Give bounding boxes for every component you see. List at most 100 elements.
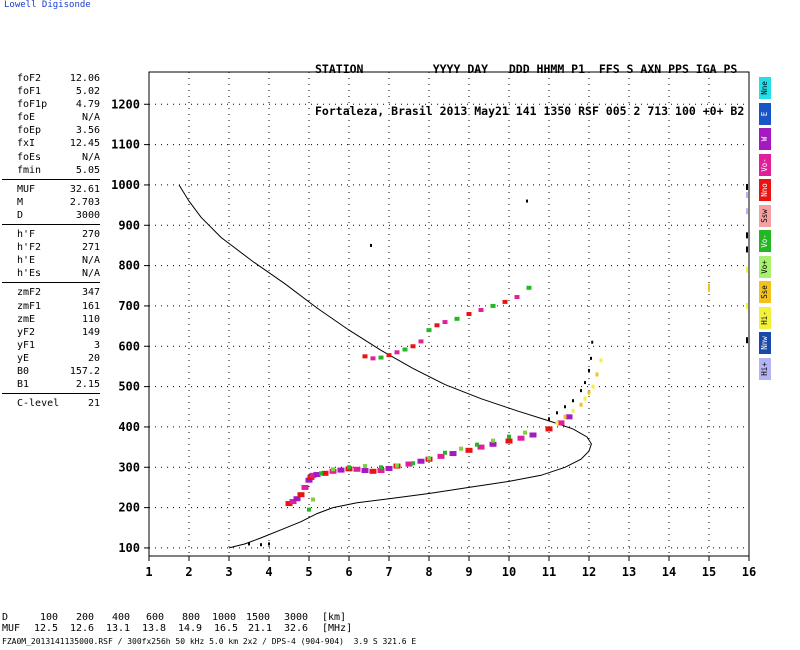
extraordinary-echo-point	[555, 420, 559, 425]
param-row: foF1 5.02	[2, 85, 100, 98]
distance-value: 1500	[246, 612, 271, 623]
muf-unit: [MHz]	[322, 623, 353, 634]
param-value: 2.703	[69, 196, 100, 208]
x-tick-label: 10	[502, 565, 516, 579]
x-tick-label: 7	[385, 565, 392, 579]
plot-frame	[148, 71, 750, 557]
multihop-echo-point	[442, 320, 448, 325]
ordinary-echo-green-point	[331, 467, 335, 472]
legend-swatch: Hi+	[759, 358, 771, 381]
param-row: h'Es N/A	[2, 267, 100, 280]
param-value: N/A	[81, 255, 100, 267]
x-tick-label: 8	[425, 565, 432, 579]
multihop-echo-point	[378, 355, 384, 360]
param-name: B1	[17, 379, 30, 391]
param-row: zmE 110	[2, 313, 100, 326]
edge-echo-mark	[708, 283, 710, 292]
ordinary-echo-green-point	[459, 446, 463, 451]
param-name: zmF1	[17, 300, 42, 312]
param-name: yF2	[17, 326, 36, 338]
multihop-echo-point	[454, 316, 460, 321]
y-tick-label: 600	[118, 339, 140, 353]
param-row: yF2 149	[2, 326, 100, 339]
legend-swatch: Vo-	[759, 230, 771, 253]
echo-dot	[248, 542, 250, 546]
param-name: h'F	[17, 229, 36, 241]
multihop-echo-point	[434, 323, 440, 328]
multihop-echo-point	[526, 285, 532, 290]
distance-value: 800	[182, 612, 201, 623]
legend-swatch: Nno	[759, 179, 771, 202]
header-values: Fortaleza, Brasil 2013 May21 141 1350 RS…	[315, 104, 745, 118]
ordinary-echo-green-point	[427, 456, 431, 461]
ordinary-echo-point	[321, 470, 329, 476]
param-value: 12.45	[69, 138, 100, 150]
x-tick-label: 15	[702, 565, 716, 579]
legend-swatch: Sse	[759, 281, 771, 304]
edge-echo-mark	[746, 302, 748, 309]
ordinary-echo-point	[353, 466, 361, 472]
echo-dot	[548, 417, 550, 421]
y-tick-label: 400	[118, 420, 140, 434]
multihop-echo-point	[426, 328, 432, 333]
x-tick-label: 13	[622, 565, 636, 579]
ordinary-echo-green-point	[347, 465, 351, 470]
edge-echo-mark	[746, 183, 748, 190]
y-tick-label: 300	[118, 460, 140, 474]
param-row: zmF1 161	[2, 300, 100, 313]
param-value: 3.56	[75, 125, 100, 137]
param-value: 5.05	[75, 164, 100, 176]
ordinary-echo-point	[337, 467, 345, 473]
param-name: foF1	[17, 86, 42, 98]
param-value: 271	[81, 242, 100, 254]
param-name: foEp	[17, 125, 42, 137]
muf-value: 16.5	[214, 623, 239, 634]
legend-label: Vo-	[760, 157, 769, 172]
ordinary-echo-point	[329, 468, 337, 474]
ordinary-echo-point	[305, 477, 313, 483]
echo-dot	[526, 199, 528, 203]
distance-value: 600	[146, 612, 165, 623]
legend-label: Vo-	[760, 234, 769, 249]
ordinary-echo-point	[301, 484, 309, 490]
param-name: zmF2	[17, 287, 42, 299]
x-tick-label: 2	[185, 565, 192, 579]
ordinary-echo-point	[309, 472, 317, 478]
param-name: fmin	[17, 164, 42, 176]
ordinary-echo-green-point	[507, 434, 511, 439]
muf-label: MUF	[2, 623, 21, 634]
param-value: 2.15	[75, 379, 100, 391]
extraordinary-echo-point	[579, 402, 583, 407]
y-tick-label: 1200	[111, 97, 140, 111]
ordinary-echo-point	[477, 444, 485, 450]
multihop-echo-point	[478, 307, 484, 312]
ordinary-echo-point	[293, 496, 301, 502]
param-name: fxI	[17, 138, 36, 150]
echo-dot	[590, 356, 592, 360]
echo-dot	[268, 542, 270, 546]
extraordinary-echo-point	[563, 414, 567, 419]
muf-value: 12.5	[34, 623, 59, 634]
param-row: h'E N/A	[2, 254, 100, 267]
param-row: yF1 3	[2, 339, 100, 352]
param-row: foF2 12.06	[2, 72, 100, 85]
ordinary-echo-point	[529, 432, 537, 438]
ordinary-echo-point	[437, 453, 445, 459]
legend-swatch: Ssw	[759, 204, 771, 227]
param-name: B0	[17, 365, 30, 377]
x-tick-label: 4	[265, 565, 272, 579]
param-row: M 2.703	[2, 196, 100, 209]
extraordinary-echo-point	[595, 372, 599, 377]
distance-row: D 100 200 400 600 800 1000 1500 3000 [km…	[2, 612, 362, 623]
ordinary-echo-green-point	[443, 450, 447, 455]
param-value: 3000	[75, 209, 100, 221]
param-value: 20	[87, 352, 100, 364]
polarization-legend: Nne E W Vo- Nno Ssw Vo- Vo+ Sse Hi- Nnw Hi+	[759, 77, 771, 384]
param-row: h'F 270	[2, 228, 100, 241]
ordinary-echo-green-point	[379, 465, 383, 470]
multihop-echo-point	[362, 354, 368, 359]
echo-dot	[564, 405, 566, 409]
legend-label: Ssw	[760, 208, 769, 223]
ordinary-echo-green-point	[395, 463, 399, 468]
legend-label: Sse	[760, 285, 769, 300]
